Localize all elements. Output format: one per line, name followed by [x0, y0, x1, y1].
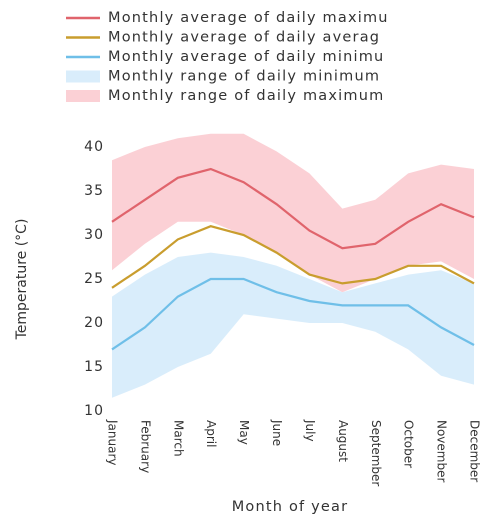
legend-swatch — [66, 90, 100, 102]
y-tick-label: 30 — [84, 227, 104, 243]
x-tick-label: February — [138, 420, 152, 473]
y-tick-label: 25 — [84, 271, 104, 287]
line — [111, 167, 475, 250]
y-tick-label: 35 — [84, 183, 104, 199]
range-band — [112, 252, 474, 398]
x-tick-label: November — [435, 420, 449, 482]
line — [111, 277, 475, 351]
x-tick-label: July — [303, 419, 317, 442]
range-band — [112, 133, 474, 293]
legend-label: Monthly average of daily maximu — [108, 10, 389, 26]
x-tick-label: August — [336, 420, 350, 462]
x-tick-label: December — [468, 420, 482, 482]
x-tick-label: January — [106, 419, 120, 466]
x-tick-label: May — [237, 420, 251, 445]
legend-label: Monthly average of daily minimu — [108, 49, 384, 65]
x-tick-label: September — [369, 420, 383, 486]
legend-label: Monthly range of daily minimum — [108, 69, 380, 85]
legend-label: Monthly range of daily maximum — [108, 88, 384, 104]
x-tick-label: October — [402, 420, 416, 468]
y-axis-label: Temperature (°C) — [14, 219, 30, 341]
x-axis-label: Month of year — [232, 499, 349, 515]
x-tick-label: June — [270, 419, 284, 446]
x-tick-label: April — [204, 420, 218, 447]
legend-swatch — [66, 70, 100, 83]
y-tick-label: 20 — [84, 315, 104, 331]
x-tick-label: March — [171, 420, 185, 457]
line — [111, 225, 475, 289]
y-tick-label: 15 — [84, 359, 104, 375]
legend-label: Monthly average of daily averag — [108, 30, 380, 46]
y-tick-label: 10 — [84, 403, 104, 419]
y-tick-label: 40 — [84, 139, 104, 155]
